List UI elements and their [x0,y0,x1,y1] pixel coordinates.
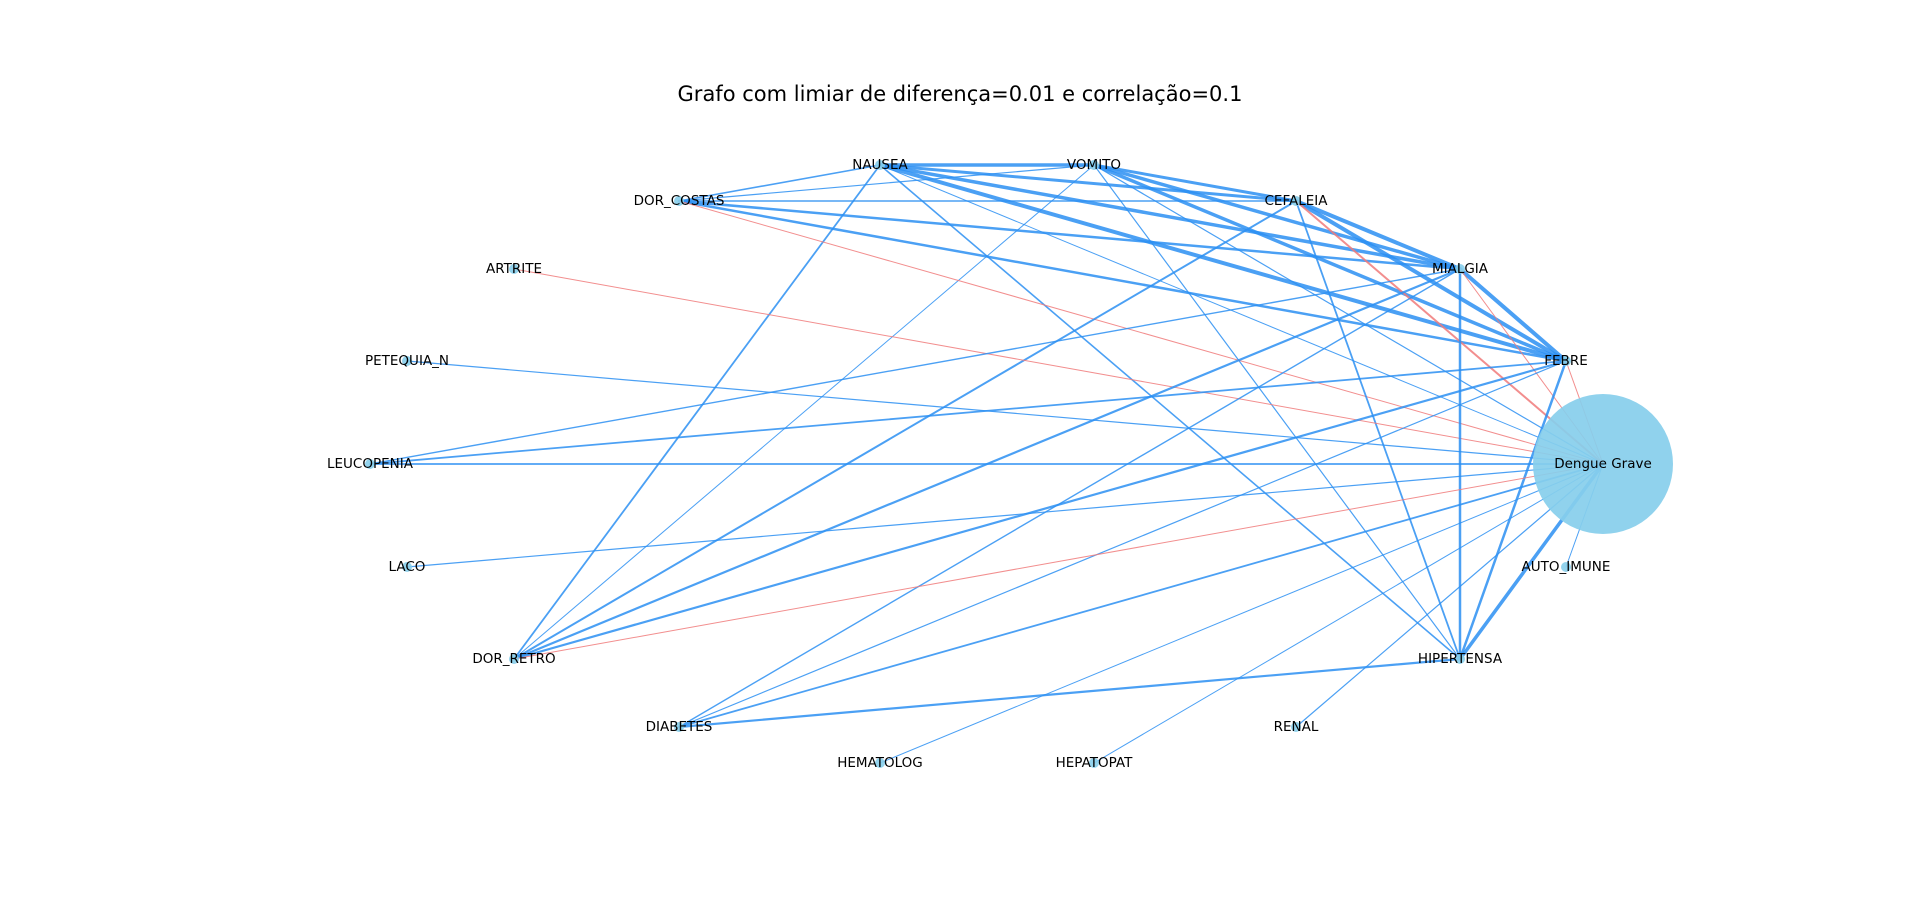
node-label-dor-retro: DOR_RETRO [472,651,555,667]
edges-group [369,163,1605,764]
node-mialgia [1455,264,1465,274]
node-hipertensa [1455,654,1465,664]
edge-hepatopat-dengue-grave [1093,463,1604,764]
node-renal [1291,722,1301,732]
edge-mialgia-febre [1458,267,1568,363]
node-label-dengue-grave: Dengue Grave [1554,456,1652,472]
node-petequia-n [402,356,412,366]
edge-laco-dengue-grave [406,463,1604,568]
node-dor-costas [674,196,684,206]
edge-dor-costas-dengue-grave [678,200,1604,465]
edge-dor-retro-dengue-grave [513,463,1604,660]
node-diabetes [674,722,684,732]
edge-nausea-cefaleia [878,163,1298,203]
node-label-laco: LACO [389,559,426,575]
node-label-dor-costas: DOR_COSTAS [634,193,725,209]
nodes-group [365,160,1673,768]
edge-febre-leucopenia [369,360,1567,465]
labels-group: NAUSEA VOMITO DOR_COSTAS CEFALEIA ARTRITE MIA… [327,157,1652,771]
edge-vomito-dor-costas [678,164,1095,202]
node-vomito [1089,160,1099,170]
edge-febre-diabetes [678,360,1567,728]
node-label-diabetes: DIABETES [646,719,713,735]
node-label-mialgia: MIALGIA [1432,261,1489,277]
node-label-renal: RENAL [1274,719,1319,735]
edge-vomito-febre [1092,163,1568,363]
edge-dor-costas-mialgia [677,199,1462,271]
node-label-hipertensa: HIPERTENSA [1418,651,1503,667]
node-cefaleia [1291,196,1301,206]
node-label-auto-imune: AUTO_IMUNE [1522,559,1611,575]
node-label-petequia-n: PETEQUIA_N [365,353,449,369]
edge-nausea-mialgia [878,163,1462,271]
edge-febre-hipertensa [1458,359,1568,661]
edge-vomito-dor-retro [513,164,1095,660]
node-label-nausea: NAUSEA [852,157,908,173]
node-nausea [875,160,885,170]
edge-cefaleia-hipertensa [1295,200,1461,660]
edge-hematolog-dengue-grave [879,463,1604,764]
edge-vomito-cefaleia [1092,163,1298,203]
edge-petequia-n-dengue-grave [406,360,1604,465]
node-leucopenia [365,459,375,469]
node-label-cefaleia: CEFALEIA [1265,193,1329,209]
node-label-hematolog: HEMATOLOG [837,755,923,771]
node-label-febre: FEBRE [1544,353,1587,369]
node-hematolog [875,758,885,768]
edge-hipertensa-diabetes [677,657,1462,729]
edge-cefaleia-mialgia [1294,199,1462,271]
node-dor-retro [509,654,519,664]
edge-mialgia-diabetes [678,268,1461,728]
edge-mialgia-leucopenia [369,268,1461,465]
edge-dor-costas-febre [677,199,1568,363]
edge-cefaleia-dor-retro [513,200,1297,660]
node-auto-imune [1561,562,1571,572]
edge-vomito-mialgia [1092,163,1462,271]
edge-nausea-dor-costas [678,164,881,202]
edge-vomito-hipertensa [1093,164,1461,660]
edge-nausea-dengue-grave [879,164,1604,465]
edge-nausea-hipertensa [879,164,1461,660]
node-laco [402,562,412,572]
node-hepatopat [1089,758,1099,768]
node-artrite [509,264,519,274]
edge-nausea-dor-retro [513,164,881,660]
node-label-hepatopat: HEPATOPAT [1056,755,1133,771]
node-dengue-grave [1533,394,1673,534]
node-label-leucopenia: LEUCOPENIA [327,456,414,472]
edge-nausea-febre [878,163,1568,363]
node-label-vomito: VOMITO [1067,157,1121,173]
edge-febre-dor-retro [512,359,1568,661]
graph-title: Grafo com limiar de diferença=0.01 e cor… [678,82,1243,106]
node-label-artrite: ARTRITE [486,261,542,277]
edge-diabetes-dengue-grave [678,463,1604,728]
edge-artrite-dengue-grave [513,268,1604,465]
node-febre [1561,356,1571,366]
